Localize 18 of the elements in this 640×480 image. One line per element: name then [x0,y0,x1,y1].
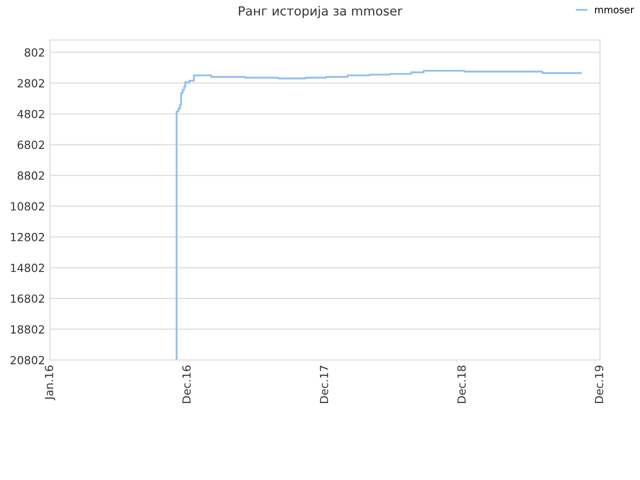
y-tick-label: 20802 [10,356,44,364]
chart-title: Ранг историја за mmoser [238,6,402,18]
y-tick-label: 10802 [11,202,44,211]
y-tick-label: 802 [24,48,44,57]
x-tick-label: Dec.18 [457,366,466,403]
x-tick-label: Dec.16 [182,366,191,403]
legend-label: mmoser [595,8,634,14]
y-tick-label: 8802 [18,171,44,180]
y-tick-label: 14802 [11,264,44,272]
x-tick-label: Dec.17 [320,366,328,403]
y-tick-label: 12802 [11,232,44,242]
x-tick-label: Dec.19 [594,366,604,403]
y-tick-label: 6802 [18,140,44,150]
y-tick-label: 16802 [11,294,44,303]
y-tick-label: 2802 [18,79,44,88]
y-tick-label: 4802 [17,110,44,118]
x-tick-label: Jan.16 [44,366,56,400]
y-tick-label: 18802 [11,325,44,334]
